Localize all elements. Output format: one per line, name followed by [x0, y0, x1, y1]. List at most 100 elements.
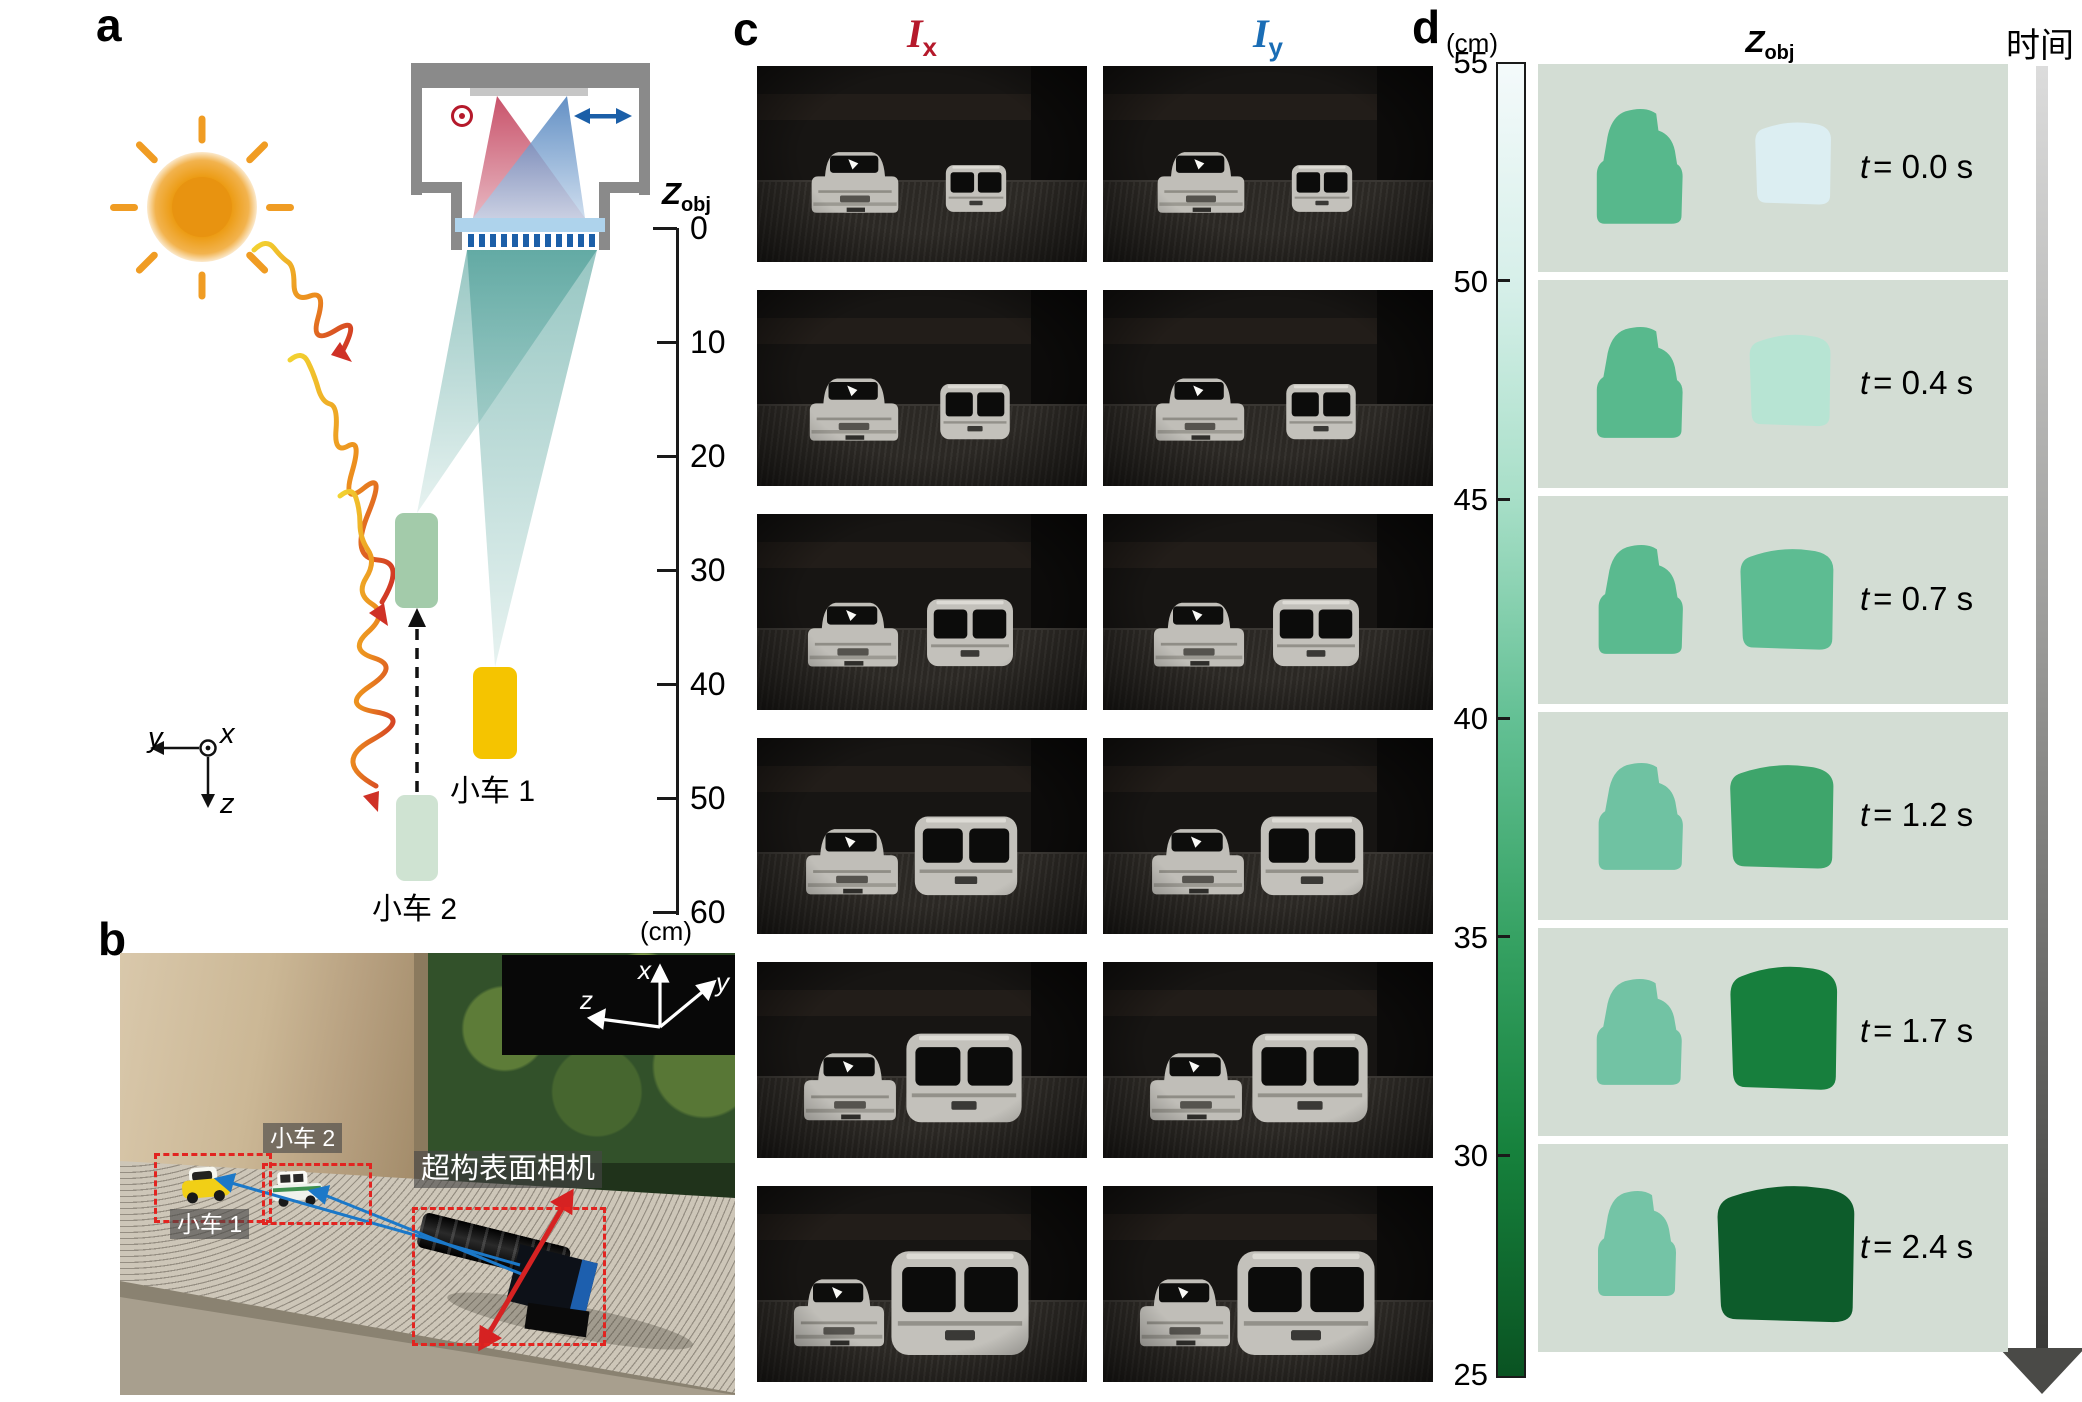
- time-stamp-label: t = 2.4 s: [1860, 1228, 2016, 1266]
- photo-vignette: [757, 514, 1087, 710]
- panel-a-axes: [150, 739, 217, 808]
- car2-depth-blob: [1755, 122, 1831, 205]
- axis-x-label: x: [220, 718, 235, 750]
- time-arrow-head-icon: [1999, 1348, 2082, 1394]
- time-value: = 0.4 s: [1873, 364, 1974, 401]
- depth-scale-tick: [657, 796, 677, 800]
- depth-map-row: t = 1.2 s: [1538, 712, 2008, 920]
- photo-vignette: [1103, 514, 1433, 710]
- photo-vignette: [757, 66, 1087, 262]
- photo-vignette: [1103, 1186, 1433, 1382]
- car2-depth-blob: [1749, 334, 1831, 427]
- car2-depth-blob: [1730, 765, 1834, 869]
- car1-depth-blob: [1598, 1190, 1676, 1296]
- car1-depth-blob: [1598, 762, 1683, 870]
- photo-vignette: [757, 962, 1087, 1158]
- sun-core: [172, 177, 232, 237]
- time-stamp-label: t = 0.0 s: [1860, 148, 2016, 186]
- car1-photo-label: 小车 1: [170, 1209, 250, 1240]
- depth-scale-tick: [657, 568, 677, 572]
- intensity-photo-ix-row4: [757, 738, 1087, 934]
- car1-depth-blob: [1598, 544, 1683, 654]
- photo-axes-inset: x y z: [502, 955, 735, 1055]
- photo-vignette: [1103, 738, 1433, 934]
- time-axis-label: 时间: [2006, 27, 2074, 65]
- iy-column-header: Iy: [1252, 11, 1284, 62]
- image-sensor: [470, 88, 588, 96]
- camera-dashed-box: [412, 1207, 606, 1346]
- depth-scale-tick: [653, 226, 677, 230]
- panel-a-diagram: [150, 63, 650, 881]
- photo-vignette: [757, 738, 1087, 934]
- time-value: = 0.7 s: [1873, 580, 1974, 617]
- ix-column-header: Ix: [906, 11, 938, 62]
- axis-z-label: z: [220, 788, 235, 820]
- car1-depth-blob: [1596, 978, 1682, 1085]
- intensity-photo-iy-row3: [1103, 514, 1433, 710]
- photo-vignette: [757, 290, 1087, 486]
- depth-scale-tick: [653, 910, 677, 914]
- time-stamp-label: t = 0.4 s: [1860, 364, 2016, 402]
- depth-scale-tick-label: 50: [690, 780, 726, 816]
- car2-depth-blob: [1730, 966, 1838, 1090]
- intensity-photo-iy-row5: [1103, 962, 1433, 1158]
- metasurface-grating: [468, 234, 595, 247]
- colorbar-tick-label: 45: [1453, 482, 1488, 518]
- colorbar-unit: (cm): [1446, 28, 1498, 58]
- photo-vignette: [1103, 290, 1433, 486]
- photo-vignette: [757, 1186, 1087, 1382]
- outdoor-setup-photo: 小车 2 小车 1 超构表面相机 x y z: [120, 953, 735, 1395]
- depth-map-row: t = 1.7 s: [1538, 928, 2008, 1136]
- colorbar-tick-mark: [1498, 497, 1510, 501]
- intensity-photo-ix-row1: [757, 66, 1087, 262]
- photo-annotations: [213, 1172, 574, 1352]
- time-variable: t: [1860, 1012, 1870, 1049]
- time-stamp-label: t = 1.7 s: [1860, 1012, 2016, 1050]
- car1-caption: 小车 1: [450, 775, 536, 808]
- colorbar-tick-mark: [1498, 935, 1510, 939]
- depth-map-row: t = 0.4 s: [1538, 280, 2008, 488]
- photo-axis-x: x: [638, 955, 651, 985]
- car2-depth-position: [395, 513, 438, 608]
- intensity-photo-iy-row1: [1103, 66, 1433, 262]
- sunlight-arrowheads: [331, 342, 388, 812]
- colorbar-tick-label: 35: [1453, 919, 1488, 955]
- car1-depth-blob: [1596, 326, 1683, 438]
- colorbar-tick-label: 50: [1453, 263, 1488, 299]
- sunlight-wave-arrows: [251, 241, 396, 789]
- time-value: = 1.7 s: [1873, 1012, 1974, 1049]
- depth-scale-tick-label: 20: [690, 438, 726, 474]
- car2-depth-blob: [1740, 549, 1834, 650]
- z-obj-axis-title: Zobj: [662, 176, 711, 217]
- colorbar-tick-label: 30: [1453, 1138, 1488, 1174]
- photo-axis-y: y: [716, 967, 729, 997]
- depth-scale-tick-label: 0: [690, 210, 708, 246]
- time-variable: t: [1860, 1228, 1870, 1265]
- blue-focus-cone: [473, 96, 585, 218]
- depth-map-header: Zobj: [1745, 24, 1795, 65]
- depth-scale-tick-label: 60: [690, 894, 726, 930]
- car2-depth-blob: [1717, 1186, 1855, 1323]
- time-variable: t: [1860, 796, 1870, 833]
- colorbar-tick-mark: [1498, 1153, 1510, 1157]
- car2-photo-label: 小车 2: [263, 1123, 343, 1154]
- colorbar-tick-label: 25: [1453, 1357, 1488, 1392]
- wall-edge: [414, 953, 432, 1205]
- colorbar-tick-label: 55: [1453, 45, 1488, 80]
- time-variable: t: [1860, 148, 1870, 185]
- depth-scale-tick-label: 30: [690, 552, 726, 588]
- axis-y-label: y: [148, 722, 163, 754]
- imaging-cone-car1: [467, 250, 597, 667]
- time-stamp-label: t = 0.7 s: [1860, 580, 2016, 618]
- time-value: = 1.2 s: [1873, 796, 1974, 833]
- intensity-photo-iy-row6: [1103, 1186, 1433, 1382]
- time-stamp-label: t = 1.2 s: [1860, 796, 2016, 834]
- time-value: = 2.4 s: [1873, 1228, 1974, 1265]
- colorbar-tick-label: 40: [1453, 701, 1488, 736]
- photo-vignette: [1103, 962, 1433, 1158]
- car2-caption: 小车 2: [372, 893, 458, 926]
- photo-axis-z: z: [580, 985, 593, 1015]
- sun-ray-icon: [266, 203, 294, 211]
- depth-scale-unit: (cm): [640, 916, 692, 946]
